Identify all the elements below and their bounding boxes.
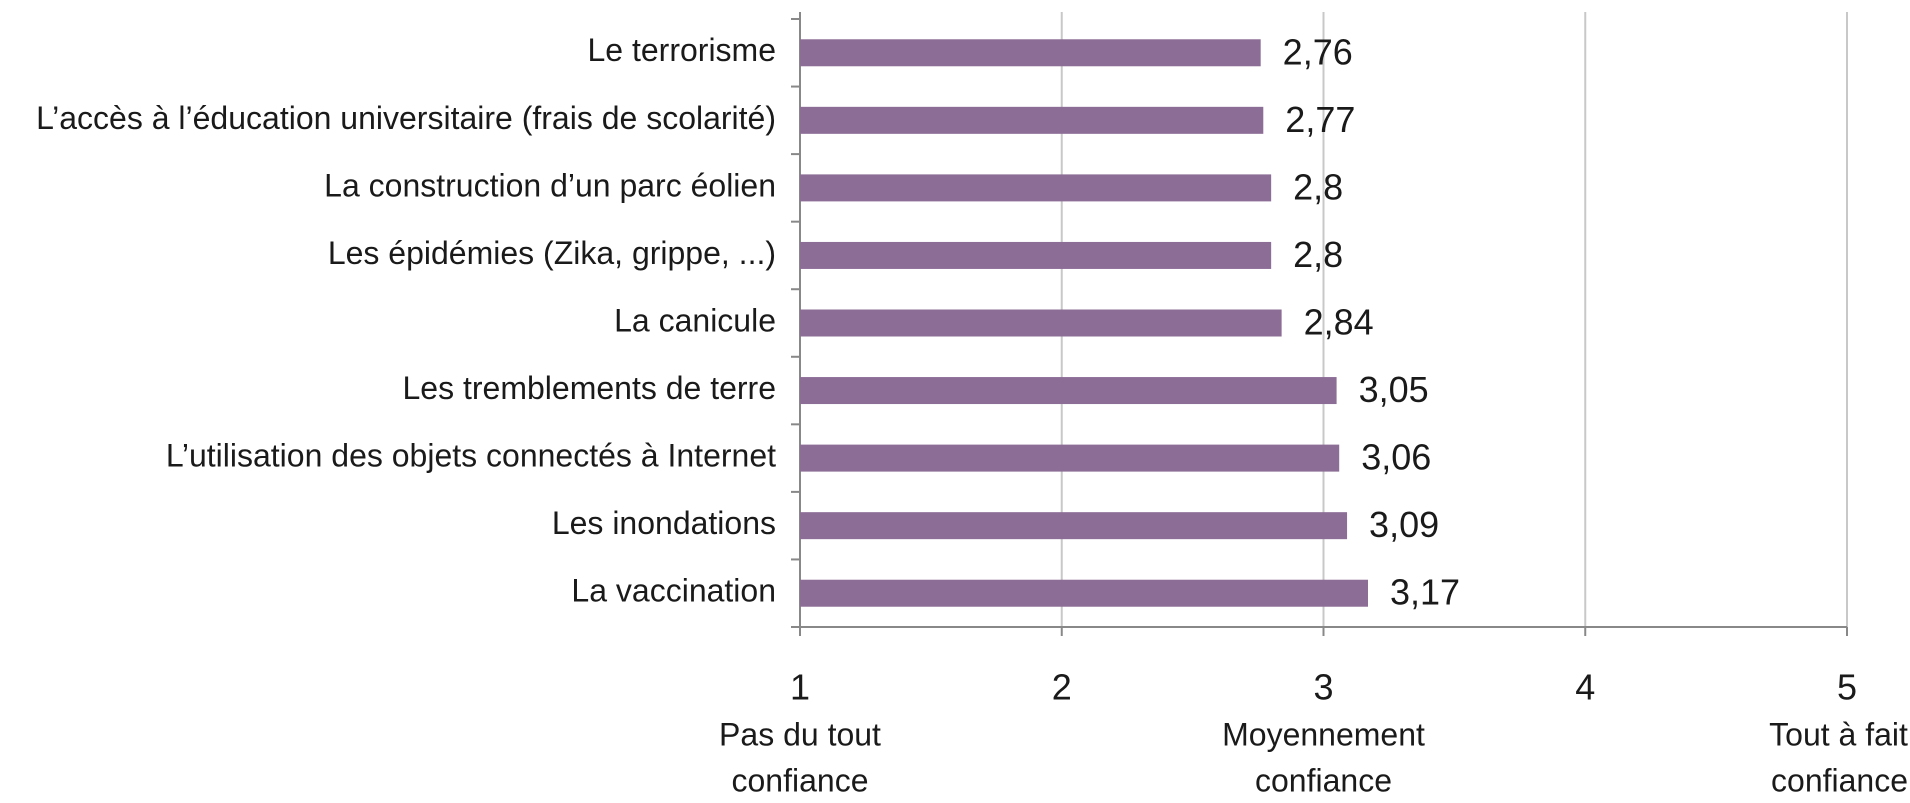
value-label: 2,77 — [1285, 99, 1355, 140]
y-tick-label: L’accès à l’éducation universitaire (fra… — [36, 100, 776, 136]
axis-caption: confiance — [732, 762, 869, 798]
x-tick-label: 1 — [790, 667, 810, 708]
bar — [800, 512, 1348, 540]
y-tick-label: Le terrorisme — [588, 32, 777, 68]
axis-caption: Tout à fait — [1769, 716, 1908, 752]
y-tick-label: Les tremblements de terre — [403, 370, 777, 406]
y-tick-label: La canicule — [614, 302, 776, 338]
bar — [800, 241, 1272, 269]
bar — [800, 39, 1261, 67]
value-label: 3,06 — [1361, 437, 1431, 478]
bar — [800, 106, 1264, 134]
x-tick-label: 5 — [1837, 667, 1857, 708]
y-tick-label: Les épidémies (Zika, grippe, ...) — [328, 235, 776, 271]
x-tick-label: 4 — [1575, 667, 1595, 708]
y-tick-label: La vaccination — [571, 573, 776, 609]
y-tick-label: L’utilisation des objets connectés à Int… — [166, 438, 776, 474]
y-tick-label: La construction d’un parc éolien — [324, 167, 776, 203]
value-label: 3,17 — [1390, 572, 1460, 613]
bar — [800, 309, 1282, 337]
axis-caption: confiance — [1255, 762, 1392, 798]
x-tick-label: 2 — [1052, 667, 1072, 708]
x-tick-label: 3 — [1313, 667, 1333, 708]
bar — [800, 377, 1337, 405]
bar — [800, 174, 1272, 202]
y-tick-label: Les inondations — [552, 505, 776, 541]
axis-caption: Pas du tout — [719, 716, 881, 752]
value-label: 2,8 — [1293, 234, 1343, 275]
value-label: 2,8 — [1293, 166, 1343, 207]
value-label: 3,09 — [1369, 504, 1439, 545]
value-label: 3,05 — [1359, 369, 1429, 410]
bar — [800, 444, 1340, 472]
value-label: 2,84 — [1304, 302, 1374, 343]
bar — [800, 579, 1368, 607]
axis-caption: Moyennement — [1222, 716, 1425, 752]
axis-caption: confiance — [1771, 762, 1908, 798]
value-label: 2,76 — [1283, 31, 1353, 72]
